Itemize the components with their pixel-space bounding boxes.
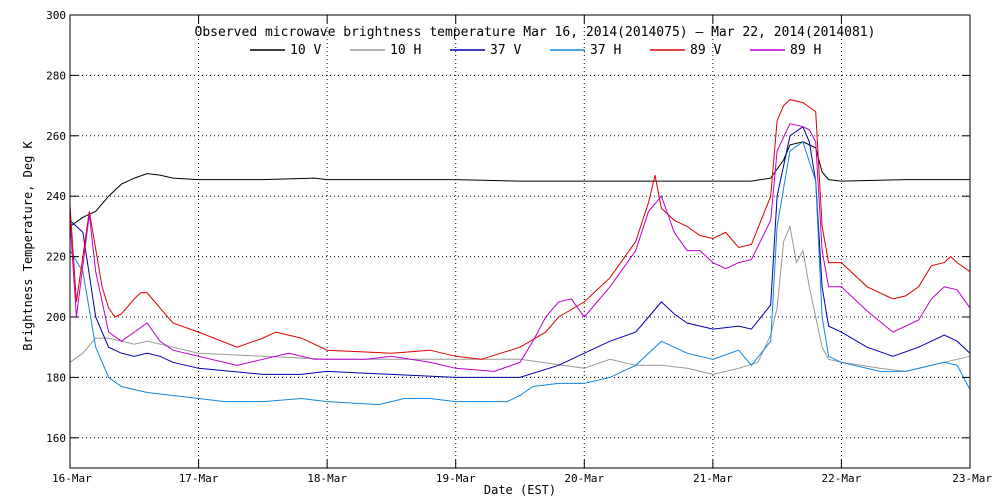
legend: 10 V 10 H 37 V 37 H 89 V 89 H [250, 43, 821, 58]
x-tick-label: 16-Mar [52, 472, 92, 485]
x-tick-label: 21-Mar [693, 472, 733, 485]
legend-label: 10 V [290, 43, 321, 58]
y-tick-label: 220 [46, 251, 66, 264]
x-axis-ticks: 16-Mar 17-Mar 18-Mar 19-Mar 20-Mar 21-Mar 22-M… [52, 15, 992, 485]
x-axis-label: Date (EST) [484, 483, 556, 497]
y-tick-label: 160 [46, 432, 66, 445]
series-line-89-v [69, 99, 971, 360]
legend-label: 89 V [690, 43, 721, 58]
chart-title: Observed microwave brightness temperatur… [195, 25, 876, 40]
series-line-89-h [69, 123, 971, 372]
series-line-10-h [69, 224, 971, 375]
y-tick-label: 180 [46, 371, 66, 384]
x-tick-label: 22-Mar [822, 472, 862, 485]
series-line-37-h [69, 141, 971, 406]
x-tick-label: 17-Mar [179, 472, 219, 485]
y-axis-label: Brightness Temperature, Deg K [21, 140, 35, 350]
x-tick-label: 23-Mar [952, 472, 992, 485]
x-tick-label: 20-Mar [564, 472, 604, 485]
y-tick-label: 300 [46, 9, 66, 22]
y-tick-label: 240 [46, 190, 66, 203]
legend-label: 37 H [590, 43, 621, 58]
x-tick-label: 18-Mar [307, 472, 347, 485]
legend-label: 37 V [490, 43, 521, 58]
y-axis-ticks: 160 180 200 220 240 260 280 300 [46, 9, 970, 445]
y-tick-label: 260 [46, 130, 66, 143]
plot-frame [69, 14, 971, 469]
y-tick-label: 200 [46, 311, 66, 324]
series-layer [69, 99, 971, 406]
series-line-37-v [69, 125, 971, 378]
x-tick-label: 19-Mar [436, 472, 476, 485]
y-tick-label: 280 [46, 69, 66, 82]
legend-label: 89 H [790, 43, 821, 58]
legend-label: 10 H [390, 43, 421, 58]
